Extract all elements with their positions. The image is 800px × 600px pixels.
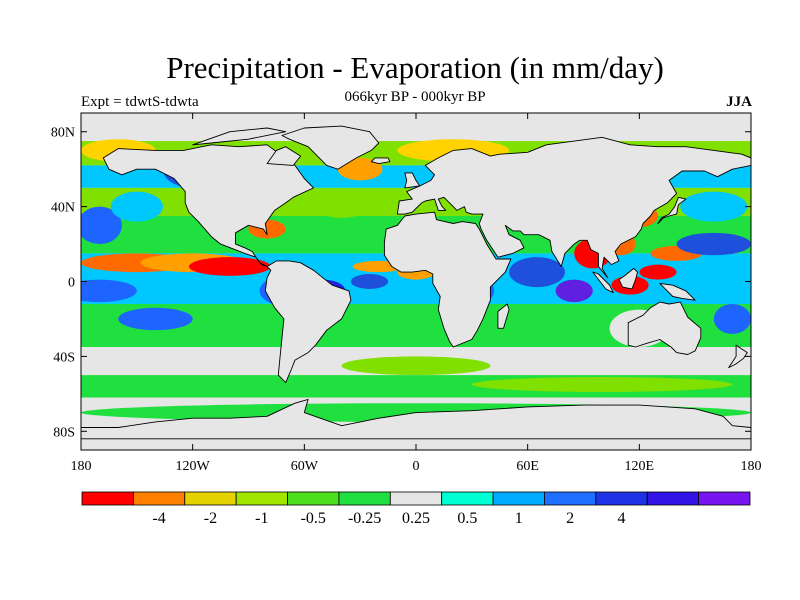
- x-tick-label-4: 60E: [516, 459, 539, 474]
- axis-ticks: 180 120W 60W 0 60E 120E 180 80N 40N 0 40S 80S: [51, 113, 762, 474]
- field-anomaly-6: [110, 191, 163, 222]
- landmass-new-zealand: [728, 344, 748, 369]
- colorbar-label-2: -1: [255, 510, 268, 527]
- landmass-madagascar: [497, 303, 510, 329]
- field-anomaly-0: [81, 279, 137, 303]
- colorbar-swatch-1: [132, 491, 186, 506]
- x-tick-label-6: 180: [741, 459, 762, 474]
- colorbar-swatch-0: [81, 491, 134, 506]
- field-anomaly-31: [680, 191, 748, 222]
- landmass-north-america: [102, 144, 315, 267]
- colorbar-swatch-12: [698, 491, 751, 506]
- colorbar-swatch-9: [544, 491, 597, 506]
- colorbar: -4 -2 -1 -0.5 -0.25 0.25 0.5 1 2 4: [81, 491, 751, 527]
- colorbar-swatch-2: [184, 491, 237, 506]
- colorbar-label-0: -4: [152, 510, 165, 527]
- field-anomaly-16: [315, 195, 368, 218]
- colorbar-label-7: 1: [515, 510, 523, 527]
- field-anomaly-17: [337, 157, 383, 181]
- field-anomaly-4: [118, 307, 193, 331]
- landmass-new-guinea: [659, 282, 696, 301]
- colorbar-swatch-6: [389, 491, 443, 506]
- landmass-uk: [404, 172, 421, 189]
- x-tick-label-2: 60W: [291, 459, 319, 474]
- landmass-iceland: [370, 157, 391, 165]
- field-anomaly-14: [350, 274, 389, 289]
- field-anomaly-34: [341, 356, 491, 376]
- field-anomaly-23: [555, 279, 593, 303]
- y-tick-label-4: 80S: [53, 425, 75, 440]
- field-anomaly-3: [188, 257, 271, 276]
- colorbar-swatch-4: [287, 491, 340, 506]
- coastlines: [81, 125, 751, 440]
- landmass-australia: [627, 301, 702, 355]
- landmass-south-america: [264, 260, 352, 384]
- landmass-sumatra: [592, 271, 614, 294]
- colorbar-label-8: 2: [566, 510, 574, 527]
- x-tick-label-0: 180: [71, 459, 92, 474]
- field-anomaly-5: [81, 206, 122, 245]
- colorbar-swatch-11: [646, 491, 700, 506]
- colorbar-label-3: -0.5: [301, 510, 326, 527]
- colorbar-label-4: -0.25: [348, 510, 381, 527]
- field-anomaly-27: [639, 264, 677, 280]
- landmass-greenland: [281, 125, 380, 170]
- landmass-borneo: [618, 267, 638, 290]
- colorbar-swatch-10: [595, 491, 648, 506]
- field-anomaly-36: [471, 376, 733, 392]
- x-tick-label-1: 120W: [176, 459, 211, 474]
- y-tick-label-0: 80N: [51, 126, 75, 141]
- field-anomaly-33: [713, 303, 751, 334]
- landmass-baffin: [266, 146, 302, 166]
- x-tick-label-5: 120E: [625, 459, 655, 474]
- map-subtitle: 066kyr BP - 000kyr BP: [344, 89, 486, 105]
- colorbar-label-9: 4: [618, 510, 626, 527]
- y-tick-label-1: 40N: [51, 201, 75, 216]
- colorbar-label-6: 0.5: [457, 510, 477, 527]
- season-label: JJA: [726, 94, 752, 110]
- colorbar-label-1: -2: [204, 510, 217, 527]
- landmass-arctic-islands: [192, 127, 287, 146]
- x-tick-label-3: 0: [413, 459, 420, 474]
- colorbar-swatch-7: [441, 491, 494, 506]
- colorbar-swatch-5: [338, 491, 391, 506]
- field-anomaly-22: [509, 257, 565, 288]
- landmass-eurasia: [396, 136, 751, 279]
- landmass-africa: [383, 211, 512, 348]
- colorbar-swatch-8: [492, 491, 545, 506]
- y-tick-label-3: 40S: [53, 350, 75, 365]
- colorbar-swatch-3: [235, 491, 288, 506]
- field-anomaly-35: [136, 376, 361, 392]
- colorbar-label-5: 0.25: [402, 510, 430, 527]
- y-tick-label-2: 0: [68, 276, 75, 291]
- landmass-antarctica: [81, 398, 751, 440]
- field-anomaly-30: [676, 232, 751, 256]
- map-title: Precipitation - Evaporation (in mm/day): [166, 50, 664, 85]
- experiment-label: Expt = tdwtS-tdwta: [81, 94, 199, 110]
- landmass-japan: [657, 196, 687, 224]
